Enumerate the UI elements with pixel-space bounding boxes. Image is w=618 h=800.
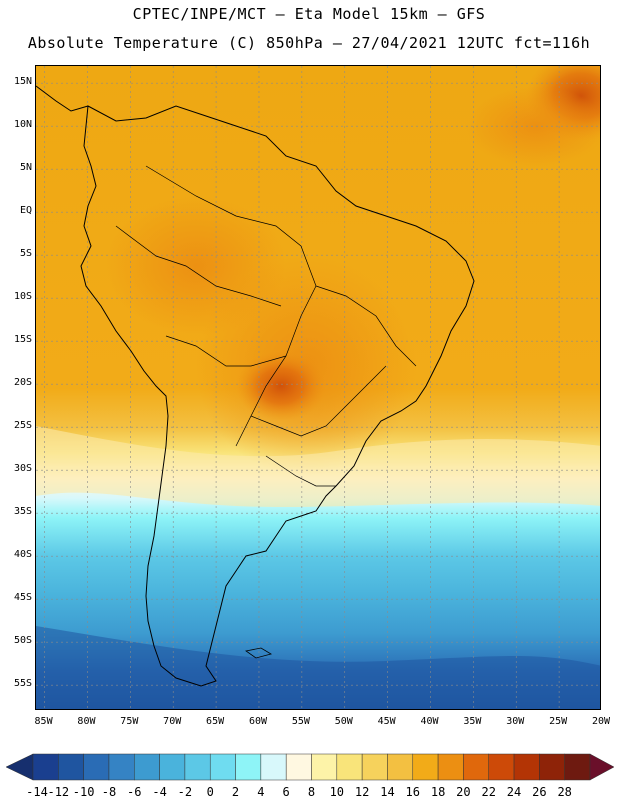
- colorbar-swatch: [32, 753, 59, 781]
- lat-label: 5S: [19, 248, 32, 260]
- colorbar-swatch: [463, 753, 489, 781]
- colorbar-swatch: [361, 753, 388, 781]
- lat-label: 25S: [13, 420, 32, 432]
- lon-label: 55W: [291, 716, 310, 727]
- colorbar-tick-label: -14: [26, 785, 48, 799]
- colorbar-tick-label: 26: [532, 785, 547, 799]
- central-america-outline: [36, 85, 89, 112]
- hot-spot-paraguay: [236, 351, 326, 421]
- colorbar-swatch: [209, 753, 236, 781]
- lon-label: 70W: [163, 716, 182, 727]
- border-3: [165, 335, 287, 367]
- lon-label: 25W: [549, 716, 568, 727]
- colorbar-tick-label: 12: [354, 785, 370, 799]
- colorbar-swatch: [539, 753, 565, 781]
- lon-label: 40W: [420, 716, 439, 727]
- colorbar-swatch: [83, 753, 110, 781]
- lon-label: 50W: [334, 716, 353, 727]
- lon-label: 60W: [248, 716, 267, 727]
- lat-label: 15N: [13, 76, 32, 88]
- colorbar-swatch: [58, 753, 84, 781]
- colorbar-tick-label: 4: [257, 785, 265, 799]
- border-6: [265, 455, 336, 487]
- colorbar-swatch: [564, 753, 591, 781]
- colorbar-swatch: [311, 753, 338, 781]
- colorbar-tick-label: 22: [481, 785, 496, 799]
- border-5: [315, 285, 417, 367]
- colorbar: [5, 753, 615, 781]
- colorbar-tick-label: -12: [47, 785, 70, 799]
- lat-label: 40S: [13, 549, 32, 561]
- lat-label: 35S: [13, 506, 32, 518]
- colorbar-low-arrow: [5, 753, 34, 781]
- colorbar-swatch: [184, 753, 211, 781]
- colorbar-tick-label: 8: [307, 785, 316, 799]
- colorbar-swatch: [412, 753, 439, 781]
- graticule: [36, 66, 600, 709]
- colorbar-tick-label: -8: [101, 785, 117, 799]
- colorbar-tick-label: 0: [206, 785, 214, 799]
- colorbar-tick-label: -4: [152, 785, 167, 799]
- map-title-line2: Absolute Temperature (C) 850hPa – 27/04/…: [27, 34, 591, 52]
- colorbar-tick-label: 14: [380, 785, 395, 799]
- temperature-map: [35, 65, 601, 710]
- border-2: [115, 225, 282, 307]
- lat-label: 45S: [13, 592, 32, 604]
- map-title-line1: CPTEC/INPE/MCT – Eta Model 15km – GFS: [132, 5, 486, 23]
- colorbar-swatch: [235, 753, 262, 781]
- lon-label: 75W: [120, 716, 139, 727]
- warm-amazon: [106, 196, 286, 336]
- lat-label: 55S: [13, 678, 32, 690]
- colorbar-swatch: [513, 753, 540, 781]
- colorbar-swatch: [437, 753, 464, 781]
- colorbar-swatch: [285, 753, 312, 781]
- lat-label: 10S: [13, 291, 32, 303]
- colorbar-tick-label: 16: [405, 785, 420, 799]
- colorbar-tick-label: 18: [430, 785, 446, 799]
- lon-label: 80W: [77, 716, 96, 727]
- colorbar-tick-label: -6: [127, 785, 142, 799]
- colorbar-tick-label: 10: [329, 785, 345, 799]
- lon-label: 85W: [34, 716, 53, 727]
- continent-outline: [80, 105, 475, 687]
- colorbar-tick-label: 2: [231, 785, 240, 799]
- falklands-outline: [245, 647, 273, 659]
- colorbar-tick-label: 24: [506, 785, 522, 799]
- lat-label: EQ: [19, 205, 32, 217]
- colorbar-tick-label: -10: [72, 785, 95, 799]
- colorbar-tick-label: 20: [456, 785, 471, 799]
- lat-label: 50S: [13, 635, 32, 647]
- colorbar-swatch: [387, 753, 414, 781]
- colorbar-tick-label: -2: [177, 785, 193, 799]
- pale-band: [36, 426, 600, 508]
- lat-label: 10N: [13, 119, 32, 131]
- colorbar-tick-label: 6: [282, 785, 290, 799]
- lat-label: 5N: [19, 162, 32, 174]
- cold-south: [36, 626, 600, 709]
- colorbar-swatch: [488, 753, 515, 781]
- temperature-field: [36, 66, 600, 709]
- lon-label: 30W: [506, 716, 525, 727]
- lon-label: 45W: [377, 716, 396, 727]
- colorbar-tick-label: 28: [557, 785, 572, 799]
- border-4: [250, 365, 387, 437]
- colorbar-swatch: [108, 753, 135, 781]
- lon-label: 65W: [206, 716, 225, 727]
- lon-label: 35W: [463, 716, 482, 727]
- lat-label: 30S: [13, 463, 32, 475]
- lat-label: 20S: [13, 377, 32, 389]
- colorbar-swatch: [134, 753, 160, 781]
- lon-label: 20W: [591, 716, 611, 727]
- colorbar-swatch: [159, 753, 186, 781]
- colorbar-high-arrow: [589, 753, 615, 781]
- colorbar-swatch: [336, 753, 363, 781]
- colorbar-swatch: [260, 753, 287, 781]
- warm-atlantic: [466, 86, 600, 166]
- lat-label: 15S: [13, 334, 32, 346]
